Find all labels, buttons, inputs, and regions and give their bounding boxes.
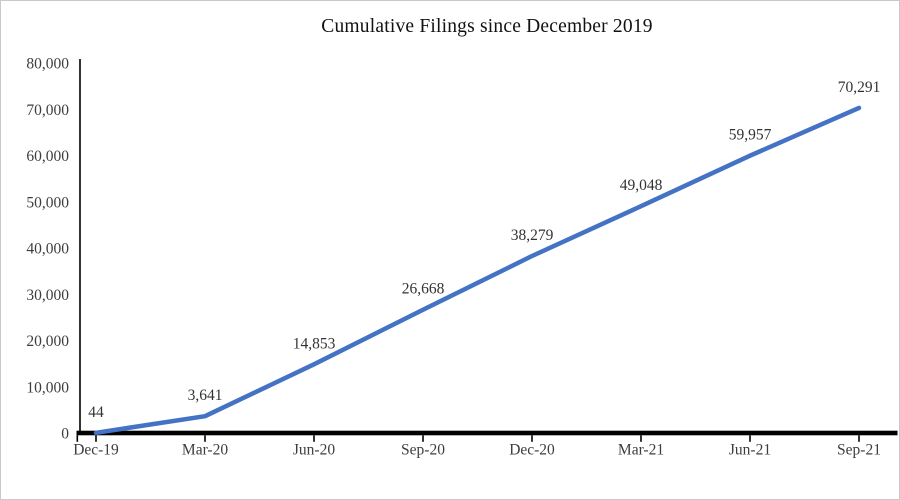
data-label: 14,853 — [293, 335, 336, 352]
x-axis-tick-label: Sep-20 — [401, 442, 445, 459]
y-axis-tick-label: 20,000 — [26, 333, 69, 350]
x-axis-tick-label: Jun-21 — [729, 442, 771, 459]
data-label: 49,048 — [620, 177, 663, 194]
series-line — [93, 105, 862, 436]
y-axis-tick-label: 30,000 — [26, 287, 69, 304]
y-axis-tick-label: 10,000 — [26, 379, 69, 396]
y-axis-tick-label: 60,000 — [26, 148, 69, 165]
x-axis-tick-label: Mar-21 — [618, 442, 664, 459]
y-axis-tick-label: 70,000 — [26, 102, 69, 119]
x-axis-tick-label: Mar-20 — [182, 442, 228, 459]
x-axis-line — [76, 430, 898, 436]
chart-title: Cumulative Filings since December 2019 — [321, 16, 653, 37]
data-label: 38,279 — [511, 227, 554, 244]
x-axis-tick-label: Dec-20 — [509, 442, 555, 459]
data-label: 44 — [88, 404, 104, 421]
y-axis-tick-label: 80,000 — [26, 56, 69, 73]
y-axis-tick-label: 40,000 — [26, 241, 69, 258]
y-axis-tick-label: 50,000 — [26, 194, 69, 211]
data-label: 26,668 — [402, 281, 445, 298]
data-label: 70,291 — [838, 79, 881, 96]
data-label: 3,641 — [188, 387, 223, 404]
x-axis-tick-label: Sep-21 — [837, 442, 881, 459]
y-axis-tick-label: 0 — [61, 426, 69, 443]
x-axis-tick-label: Jun-20 — [293, 442, 335, 459]
data-label: 59,957 — [729, 127, 772, 144]
x-axis-tick-label: Dec-19 — [73, 442, 119, 459]
